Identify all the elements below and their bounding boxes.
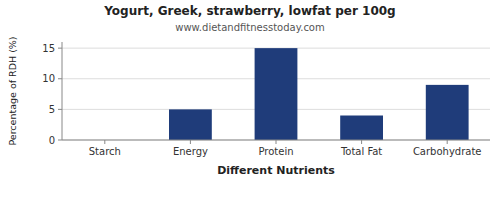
x-tick-label: Starch bbox=[89, 146, 121, 157]
y-tick-label: 10 bbox=[42, 73, 55, 84]
chart-container: 0 5 10 15 Starch Energy Protein Total Fat Carboh… bbox=[0, 0, 500, 200]
title: Yogurt, Greek, strawberry, lowfat per 10… bbox=[103, 4, 395, 18]
y-tick bbox=[58, 109, 62, 110]
x-tick-label: Protein bbox=[258, 146, 293, 157]
y-tick-label: 5 bbox=[49, 104, 55, 115]
bar bbox=[426, 85, 469, 140]
chart: 0 5 10 15 Starch Energy Protein Total Fat Carboh… bbox=[0, 0, 500, 200]
x-tick-label: Total Fat bbox=[340, 146, 382, 157]
x-tick bbox=[190, 140, 191, 144]
x-tick bbox=[276, 140, 277, 144]
x-tick bbox=[104, 140, 105, 144]
y-tick-label: 0 bbox=[49, 135, 55, 146]
y-tick bbox=[58, 140, 62, 141]
x-tick bbox=[447, 140, 448, 144]
bar bbox=[169, 109, 212, 140]
x-tick-label: Energy bbox=[173, 146, 208, 157]
x-axis-label: Different Nutrients bbox=[217, 164, 335, 177]
y-axis-label: Percentage of RDH (%) bbox=[7, 36, 18, 145]
bars bbox=[169, 48, 469, 140]
y-tick-label: 15 bbox=[42, 43, 55, 54]
bar bbox=[340, 116, 383, 141]
grid bbox=[62, 48, 490, 140]
x-tick bbox=[361, 140, 362, 144]
y-axis-line bbox=[62, 42, 63, 140]
y-tick bbox=[58, 48, 62, 49]
x-tick-label: Carbohydrate bbox=[413, 146, 482, 157]
subtitle: www.dietandfitnesstoday.com bbox=[175, 22, 324, 33]
y-tick bbox=[58, 78, 62, 79]
bar bbox=[255, 48, 298, 140]
